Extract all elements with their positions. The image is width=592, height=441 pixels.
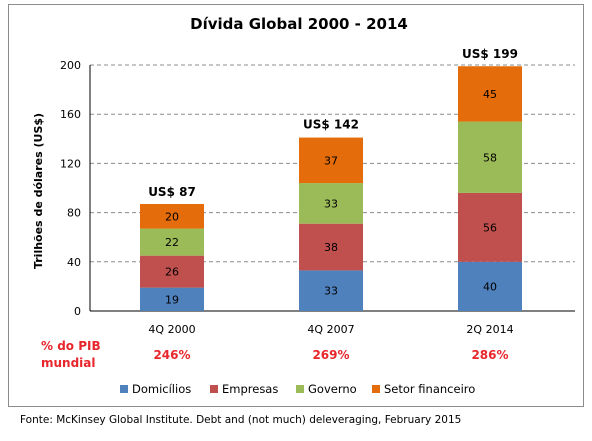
x-tick-label: 2Q 2014 — [466, 323, 513, 336]
legend-label: Domicílios — [132, 382, 191, 396]
bar-segment — [299, 137, 363, 184]
bar-segment — [299, 223, 363, 271]
bar-segment-label: 26 — [165, 266, 179, 279]
bar-segment-label: 40 — [483, 280, 497, 293]
y-tick-labels: 0 40 80 120 160 200 — [60, 59, 81, 318]
total-label: US$ 142 — [303, 117, 359, 131]
chart-svg: Dívida Global 2000 - 2014 Trilhões de dó… — [32, 15, 575, 396]
bar-segment-label: 33 — [324, 197, 338, 210]
legend-swatch — [372, 385, 380, 393]
gdp-percent-label: 246% — [153, 348, 190, 362]
bar-segment-label: 33 — [324, 285, 338, 298]
bar-segment-label: 45 — [483, 88, 497, 101]
bar-segment-label: 20 — [165, 210, 179, 223]
bar-segment — [458, 66, 522, 122]
chart-frame: Dívida Global 2000 - 2014 Trilhões de dó… — [8, 4, 584, 407]
bar-segment — [140, 287, 204, 311]
gdp-percent-label: 286% — [471, 348, 508, 362]
y-tick-label: 120 — [60, 157, 81, 170]
bar-segment-label: 37 — [324, 154, 338, 167]
y-tick-label: 0 — [74, 305, 81, 318]
legend-label: Empresas — [222, 382, 278, 396]
legend: Domicílios Empresas Governo Setor financeir… — [120, 382, 475, 396]
total-labels: US$ 87 US$ 142 US$ 199 — [148, 47, 518, 199]
y-axis-label: Trilhões de dólares (US$) — [32, 113, 45, 269]
bar-segment — [140, 203, 204, 229]
bar-segment-label: 58 — [483, 151, 497, 164]
x-tick-labels: 4Q 2000 4Q 2007 2Q 2014 — [148, 323, 513, 336]
bar-segment-label: 56 — [483, 221, 497, 234]
legend-swatch — [120, 385, 128, 393]
bar-segment — [458, 192, 522, 262]
y-tick-label: 160 — [60, 108, 81, 121]
y-tick-label: 80 — [67, 207, 81, 220]
chart-title: Dívida Global 2000 - 2014 — [190, 15, 408, 33]
bar-segment-label: 19 — [165, 293, 179, 306]
legend-label: Setor financeiro — [384, 382, 475, 396]
gdp-percent-label: 269% — [312, 348, 349, 362]
gdp-caption: % do PIB mundial — [41, 339, 101, 370]
bar-segment — [140, 228, 204, 256]
bar-segment-label: 38 — [324, 241, 338, 254]
x-tick-label: 4Q 2007 — [307, 323, 354, 336]
legend-swatch — [296, 385, 304, 393]
bar-segment — [299, 183, 363, 224]
gdp-percent-labels: 246% 269% 286% — [153, 348, 508, 362]
total-label: US$ 87 — [148, 185, 196, 199]
bar-segment — [299, 270, 363, 311]
x-tick-label: 4Q 2000 — [148, 323, 195, 336]
legend-swatch — [210, 385, 218, 393]
gdp-caption-line-2: mundial — [41, 356, 96, 370]
bar-segment — [140, 255, 204, 288]
source-note: Fonte: McKinsey Global Institute. Debt a… — [20, 414, 462, 426]
total-label: US$ 199 — [462, 47, 518, 61]
bar-segment — [458, 261, 522, 311]
y-tick-label: 200 — [60, 59, 81, 72]
gdp-caption-line-1: % do PIB — [41, 339, 101, 353]
bar-layer: 19 26 22 20 33 38 33 37 40 56 58 45 — [140, 66, 522, 311]
bar-segment — [458, 121, 522, 193]
legend-label: Governo — [308, 382, 357, 396]
y-tick-label: 40 — [67, 256, 81, 269]
bar-segment-label: 22 — [165, 236, 179, 249]
